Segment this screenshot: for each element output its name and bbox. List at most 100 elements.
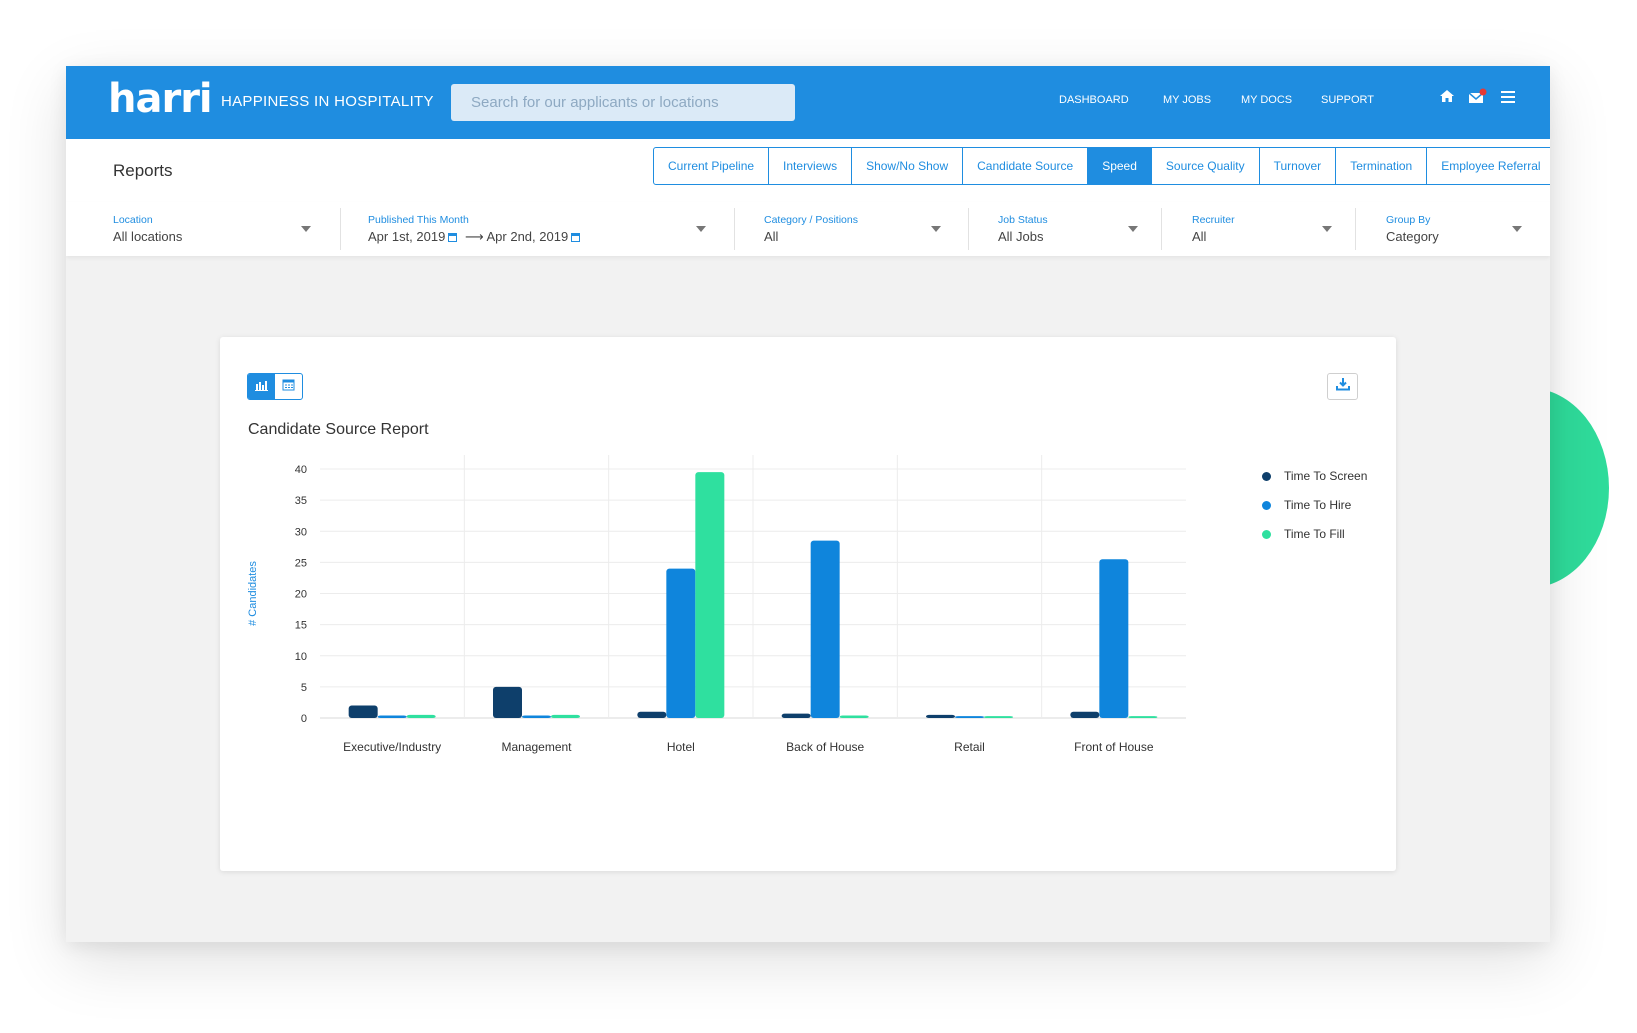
x-tick-label: Hotel <box>667 740 695 754</box>
bar-time-to-fill <box>551 714 580 718</box>
bar-time-to-screen <box>348 705 378 718</box>
y-tick-label: 30 <box>295 526 307 538</box>
chevron-down-icon <box>301 226 311 232</box>
location-filter[interactable]: Location All locations <box>113 202 313 256</box>
mail-icon[interactable] <box>1468 88 1488 111</box>
recruiter-label: Recruiter <box>1192 214 1235 226</box>
report-tabs: Current Pipeline Interviews Show/No Show… <box>653 147 1550 185</box>
top-navbar: harri HAPPINESS IN HOSPITALITY DASHBOARD… <box>66 66 1550 139</box>
x-tick-label: Back of House <box>786 740 864 754</box>
chevron-down-icon <box>696 226 706 232</box>
bar-time-to-hire <box>666 568 696 718</box>
tab-candidate-source[interactable]: Candidate Source <box>963 148 1089 184</box>
bar-chart-icon <box>255 378 268 396</box>
filter-divider <box>1355 208 1356 250</box>
bar-time-to-hire <box>522 715 551 718</box>
bar-time-to-hire <box>1099 559 1129 718</box>
nav-support[interactable]: SUPPORT <box>1321 94 1374 106</box>
table-view-button[interactable] <box>275 374 302 399</box>
filter-divider <box>340 208 341 250</box>
tab-turnover[interactable]: Turnover <box>1260 148 1337 184</box>
bar-time-to-screen <box>493 686 522 718</box>
download-icon <box>1335 377 1350 396</box>
date-from: Apr 1st, 2019 <box>368 229 446 244</box>
date-arrow: ⟶ <box>464 229 484 244</box>
bar-time-to-hire <box>377 715 407 718</box>
bar-time-to-fill <box>406 714 436 718</box>
search-input[interactable] <box>451 84 795 121</box>
bar-time-to-hire <box>810 540 840 718</box>
location-label: Location <box>113 214 153 226</box>
y-tick-label: 25 <box>295 557 307 569</box>
filter-divider <box>968 208 969 250</box>
recruiter-value: All <box>1192 229 1207 244</box>
menu-icon[interactable] <box>1500 90 1516 109</box>
nav-dashboard[interactable]: DASHBOARD <box>1059 94 1129 106</box>
category-label: Category / Positions <box>764 214 858 226</box>
date-range-label: Published This Month <box>368 214 469 226</box>
chevron-down-icon <box>1512 226 1522 232</box>
location-value: All locations <box>113 229 183 244</box>
y-tick-label: 35 <box>295 495 307 507</box>
app-window: harri HAPPINESS IN HOSPITALITY DASHBOARD… <box>66 66 1550 942</box>
recruiter-filter[interactable]: Recruiter All <box>1192 202 1332 256</box>
y-axis-label: # Candidates <box>247 561 259 626</box>
calendar-table-icon <box>282 378 295 396</box>
tab-speed[interactable]: Speed <box>1088 148 1152 184</box>
bar-time-to-fill <box>1128 716 1158 718</box>
y-tick-label: 5 <box>301 682 307 694</box>
bar-time-to-fill <box>839 715 869 718</box>
legend-label: Time To Hire <box>1284 498 1352 512</box>
report-card: Candidate Source Report 0 5 10 15 20 25 30 35 40… <box>220 337 1396 871</box>
category-value: All <box>764 229 779 244</box>
legend-label: Time To Fill <box>1284 527 1345 541</box>
tab-show-no-show[interactable]: Show/No Show <box>852 148 964 184</box>
category-filter[interactable]: Category / Positions All <box>764 202 944 256</box>
date-to: Apr 2nd, 2019 <box>486 229 569 244</box>
bar-time-to-screen <box>1070 711 1100 718</box>
date-range-filter[interactable]: Published This Month Apr 1st, 2019 ⟶ Apr… <box>368 202 706 256</box>
y-tick-label: 10 <box>295 651 307 663</box>
filter-bar: Location All locations Published This Mo… <box>66 202 1550 256</box>
x-tick-label: Retail <box>954 740 985 754</box>
x-tick-label: Executive/Industry <box>343 740 441 754</box>
y-tick-label: 15 <box>295 620 307 632</box>
download-button[interactable] <box>1327 373 1358 400</box>
y-tick-label: 20 <box>295 589 307 601</box>
y-tick-label: 0 <box>301 713 307 725</box>
legend-dot <box>1262 501 1271 510</box>
chevron-down-icon <box>931 226 941 232</box>
tab-interviews[interactable]: Interviews <box>769 148 853 184</box>
nav-my-jobs[interactable]: MY JOBS <box>1163 94 1212 106</box>
tab-termination[interactable]: Termination <box>1336 148 1428 184</box>
tab-current-pipeline[interactable]: Current Pipeline <box>654 148 770 184</box>
date-range-value: Apr 1st, 2019 ⟶ Apr 2nd, 2019 <box>368 229 584 245</box>
group-by-label: Group By <box>1386 214 1431 226</box>
chevron-down-icon <box>1128 226 1138 232</box>
legend-dot <box>1262 530 1271 539</box>
calendar-icon[interactable] <box>448 233 458 242</box>
bar-time-to-screen <box>781 713 811 718</box>
job-status-filter[interactable]: Job Status All Jobs <box>998 202 1138 256</box>
group-by-value: Category <box>1386 229 1439 244</box>
home-icon[interactable] <box>1439 88 1455 109</box>
tagline: HAPPINESS IN HOSPITALITY <box>221 93 434 110</box>
tab-source-quality[interactable]: Source Quality <box>1152 148 1260 184</box>
calendar-icon[interactable] <box>571 233 581 242</box>
tab-employee-referral[interactable]: Employee Referral <box>1441 159 1541 173</box>
page-title: Reports <box>113 161 173 180</box>
harri-logo[interactable]: harri <box>108 76 213 122</box>
bar-time-to-screen <box>926 714 955 718</box>
bar-time-to-fill <box>984 716 1013 718</box>
view-toggle <box>247 373 303 400</box>
x-tick-label: Front of House <box>1074 740 1154 754</box>
x-tick-label: Management <box>501 740 572 754</box>
job-status-label: Job Status <box>998 214 1048 226</box>
bar-time-to-hire <box>955 716 984 718</box>
chart-view-button[interactable] <box>248 374 275 399</box>
group-by-filter[interactable]: Group By Category <box>1386 202 1526 256</box>
nav-my-docs[interactable]: MY DOCS <box>1241 94 1293 106</box>
chart-title: Candidate Source Report <box>248 421 429 438</box>
bar-time-to-fill <box>695 472 725 718</box>
legend-label: Time To Screen <box>1284 469 1368 483</box>
